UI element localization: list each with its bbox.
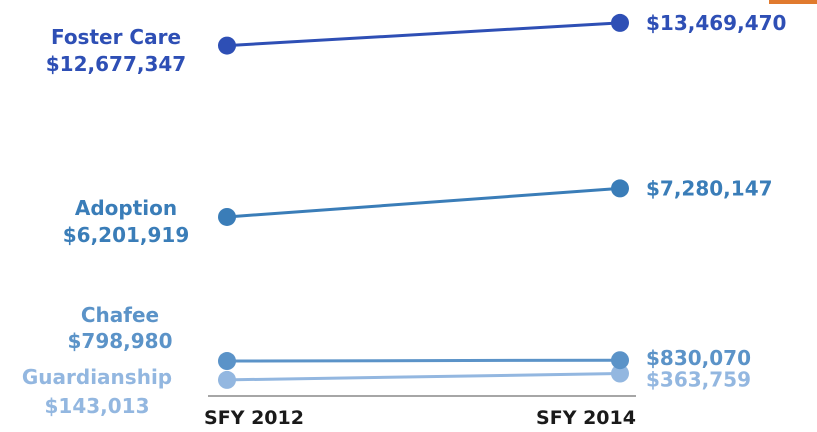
value-label-foster-care-sfy-2012: $12,677,347 [46,52,186,76]
orange-corner-accent [769,0,817,4]
value-label-guardianship-sfy-2014: $363,759 [646,368,751,392]
value-label-chafee-sfy-2012: $798,980 [67,329,172,353]
axis-layer: SFY 2012 SFY 2014 [204,395,636,429]
series-name-foster-care: Foster Care [51,25,181,49]
value-label-adoption-sfy-2014: $7,280,147 [646,176,773,200]
value-label-foster-care-sfy-2014: $13,469,470 [646,11,786,35]
data-point-adoption-sfy-2014 [611,179,629,198]
value-label-adoption-sfy-2012: $6,201,919 [63,223,190,247]
series-points [218,13,629,389]
data-point-foster-care-sfy-2014 [611,13,629,32]
series-line-guardianship [226,372,621,382]
value-label-guardianship-sfy-2012: $143,013 [44,394,149,418]
series-name-adoption: Adoption [75,196,177,220]
series-line-chafee [226,358,621,363]
data-point-foster-care-sfy-2012 [218,36,236,55]
series-labels: Guardianship $143,013 $363,759 Chafee$798,9… [22,11,787,418]
data-point-chafee-sfy-2012 [218,352,236,371]
value-label-chafee-sfy-2014: $830,070 [646,346,751,370]
data-point-chafee-sfy-2014 [611,351,629,370]
series-line-adoption [226,186,621,219]
x-tick-label-sfy-2012: SFY 2012 [204,407,304,429]
data-point-guardianship-sfy-2014 [611,364,629,383]
data-point-adoption-sfy-2012 [218,207,236,226]
x-tick-label-sfy-2014: SFY 2014 [536,407,636,429]
data-point-guardianship-sfy-2012 [218,370,236,389]
series-name-chafee: Chafee [81,303,159,327]
series-line-foster-care [226,21,621,48]
series-name-guardianship: Guardianship [22,365,172,389]
series-lines [226,21,621,382]
